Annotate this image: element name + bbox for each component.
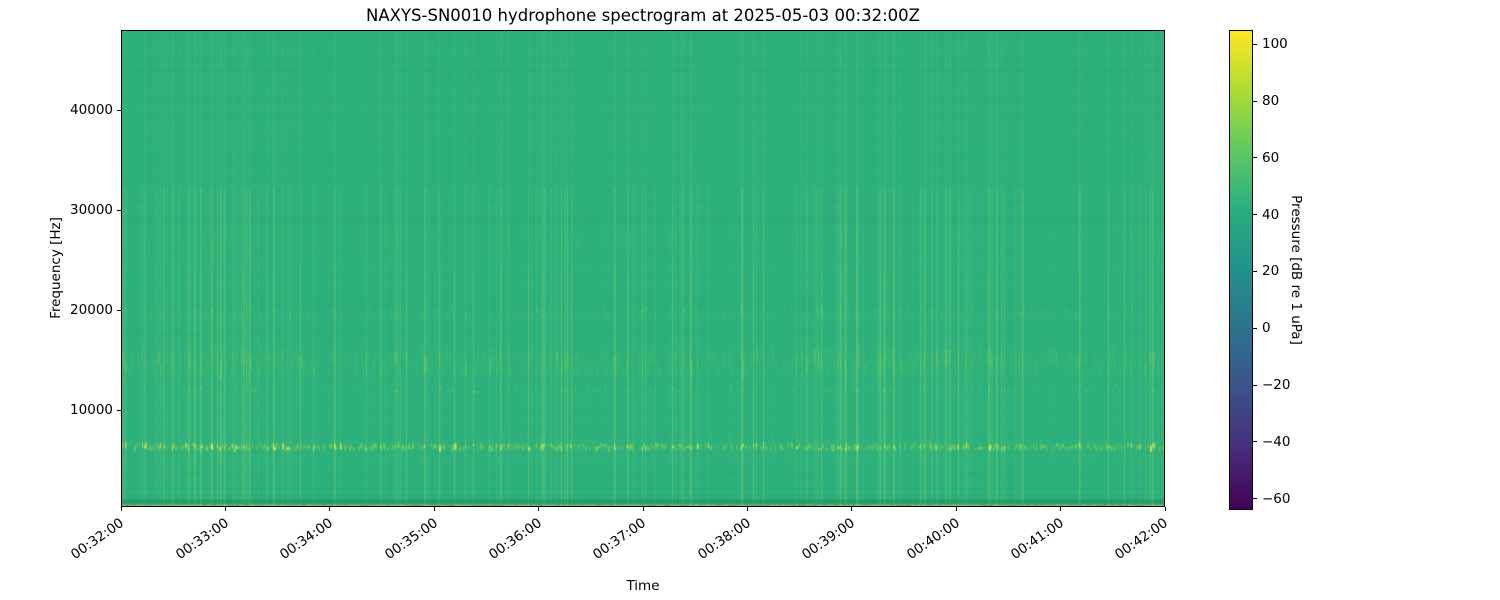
x-axis-label: Time: [626, 578, 660, 594]
colorbar-tick-label: −60: [1262, 490, 1291, 507]
colorbar-tick: [1253, 100, 1257, 102]
x-tick-label: 00:42:00: [1112, 515, 1172, 563]
x-tick-label: 00:38:00: [694, 515, 754, 563]
colorbar-tick: [1253, 498, 1257, 500]
colorbar-tick-label: 40: [1262, 206, 1280, 223]
y-tick: [117, 409, 121, 411]
x-tick: [433, 507, 435, 511]
x-tick-label: 00:40:00: [903, 515, 963, 563]
x-tick: [120, 507, 122, 511]
x-tick: [851, 507, 853, 511]
colorbar-tick: [1253, 327, 1257, 329]
colorbar-tick: [1253, 43, 1257, 45]
y-axis-label: Frequency [Hz]: [48, 217, 64, 319]
y-tick-label: 30000: [70, 202, 113, 218]
plot-area: [121, 30, 1165, 507]
x-tick: [1060, 507, 1062, 511]
x-tick: [329, 507, 331, 511]
colorbar-tick-label: 100: [1262, 36, 1288, 53]
spectrogram-image: [121, 30, 1165, 507]
x-tick-label: 00:39:00: [799, 515, 858, 563]
x-tick-label: 00:37:00: [590, 515, 650, 563]
y-tick-label: 20000: [70, 302, 113, 318]
x-tick: [955, 507, 957, 511]
colorbar-label: Pressure [dB re 1 uPa]: [1288, 195, 1304, 345]
colorbar-tick-label: −40: [1262, 433, 1291, 450]
x-tick: [538, 507, 540, 511]
y-tick: [117, 109, 121, 111]
colorbar-tick: [1253, 384, 1257, 386]
colorbar-gradient: [1230, 31, 1252, 509]
x-tick-label: 00:41:00: [1007, 515, 1067, 563]
y-tick: [117, 309, 121, 311]
x-tick: [642, 507, 644, 511]
colorbar-tick-label: 80: [1262, 93, 1280, 109]
x-tick: [224, 507, 226, 511]
x-tick-label: 00:36:00: [485, 515, 545, 563]
colorbar-tick: [1253, 270, 1257, 272]
y-tick-label: 10000: [70, 402, 113, 418]
colorbar: [1229, 30, 1253, 510]
y-tick-label: 40000: [70, 102, 113, 118]
colorbar-tick-label: 0: [1262, 320, 1271, 337]
colorbar-tick-label: 60: [1262, 149, 1280, 166]
x-tick: [746, 507, 748, 511]
colorbar-tick: [1253, 157, 1257, 159]
x-tick-label: 00:35:00: [381, 515, 441, 563]
y-tick: [117, 209, 121, 211]
x-tick-label: 00:34:00: [277, 515, 336, 563]
x-tick-label: 00:32:00: [68, 515, 128, 563]
colorbar-tick-label: 20: [1262, 263, 1280, 280]
plot-title: NAXYS-SN0010 hydrophone spectrogram at 2…: [366, 6, 920, 25]
colorbar-tick: [1253, 441, 1257, 443]
x-tick-label: 00:33:00: [172, 515, 232, 563]
colorbar-tick-label: −20: [1262, 377, 1291, 394]
colorbar-tick: [1253, 214, 1257, 216]
x-tick: [1164, 507, 1166, 511]
